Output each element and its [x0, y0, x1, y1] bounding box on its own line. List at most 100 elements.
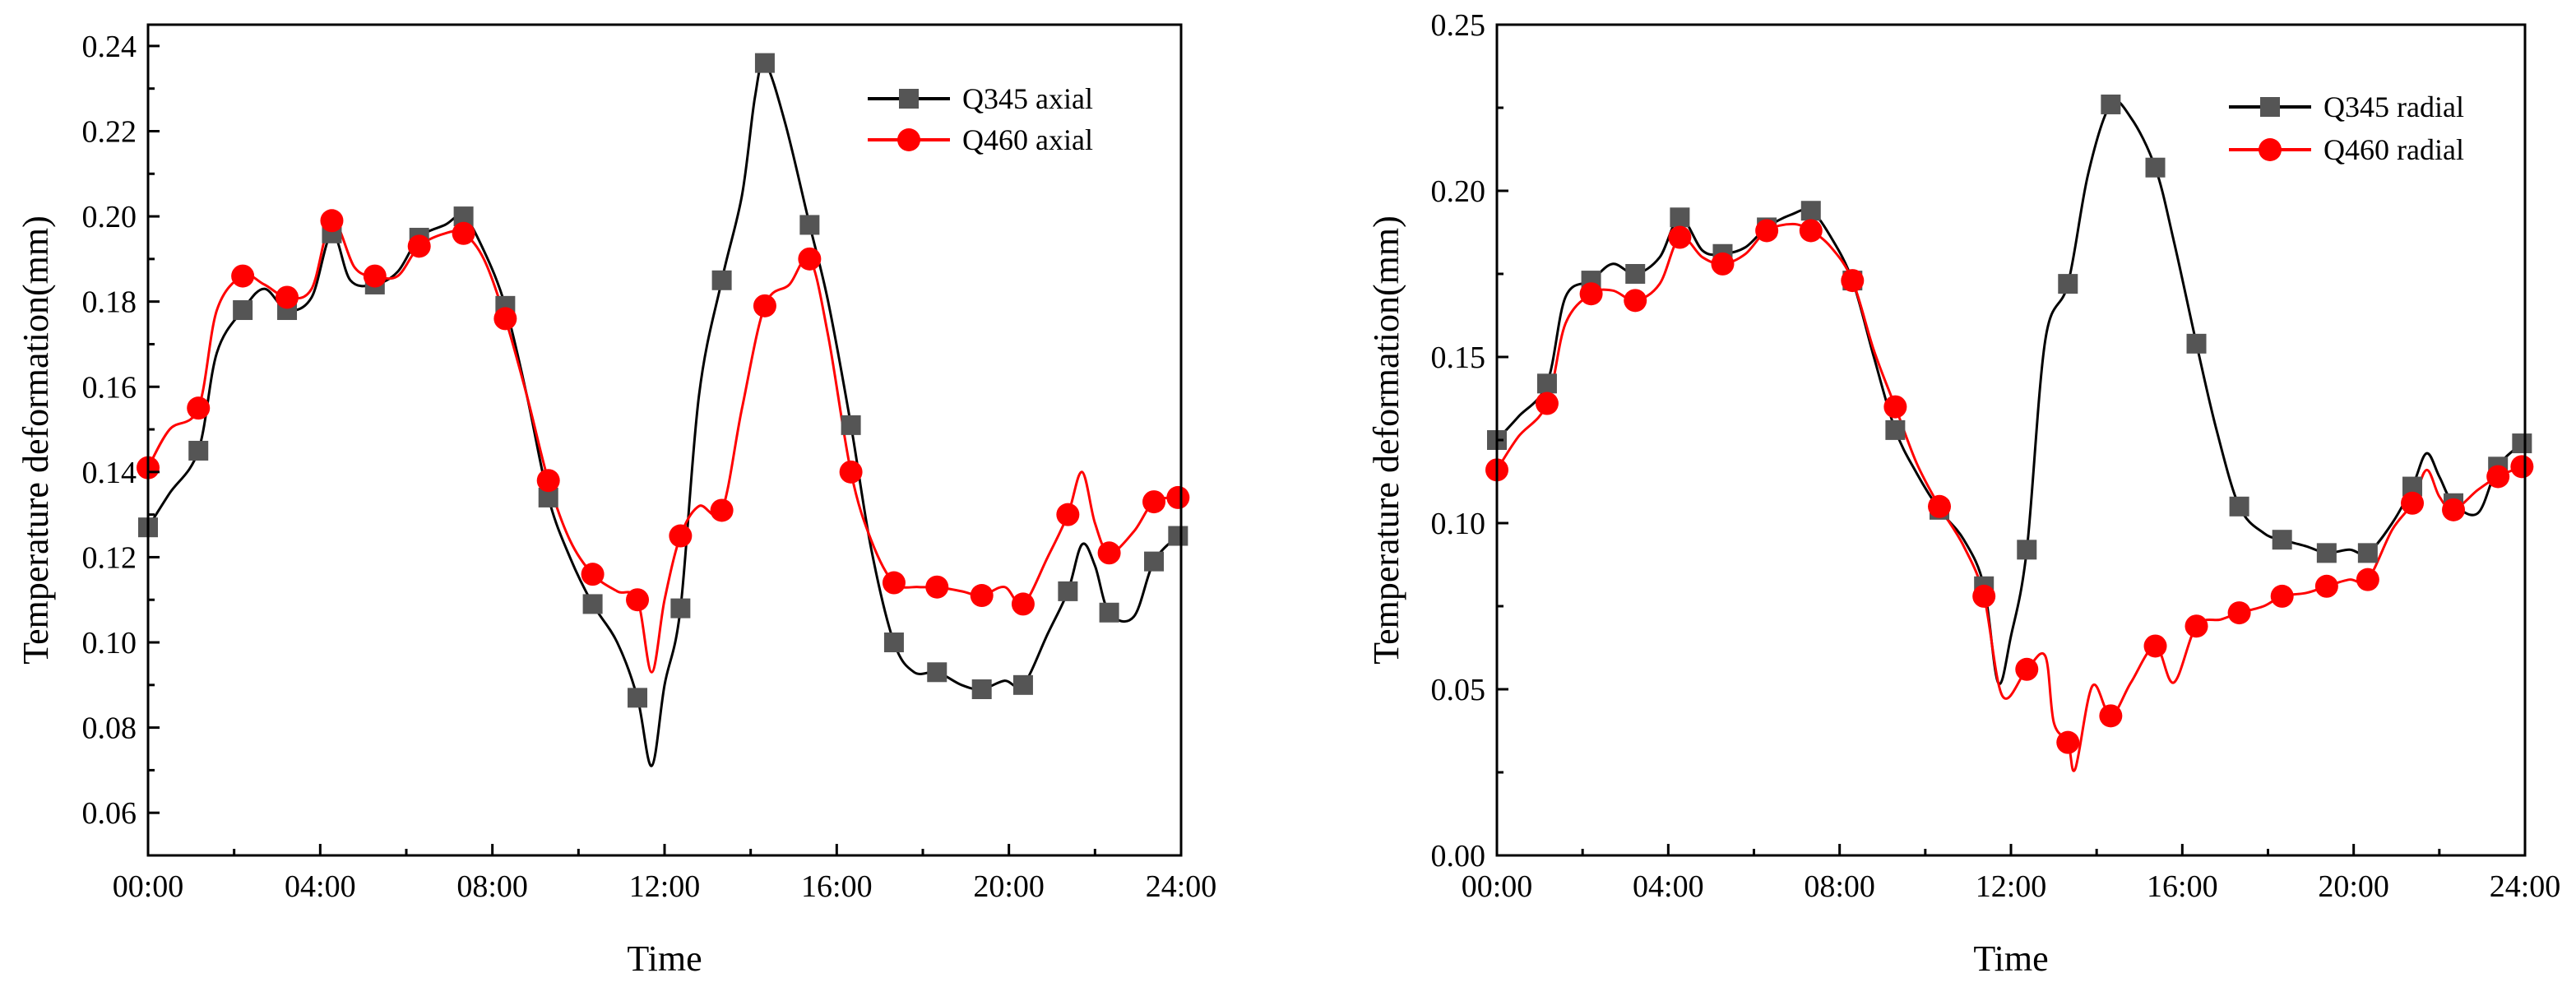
legend-marker-q345-axial	[899, 89, 919, 109]
x-tick-label: 24:00	[1146, 869, 1217, 904]
data-point-q345-axial	[1012, 674, 1033, 695]
data-point-q345-axial	[927, 662, 947, 683]
data-point-q345-radial	[2229, 496, 2249, 517]
legend: Q345 radial Q460 radial	[2229, 90, 2464, 166]
data-point-q460-axial	[669, 524, 693, 548]
data-point-q460-axial	[970, 584, 994, 608]
legend: Q345 axial Q460 axial	[868, 82, 1093, 156]
y-tick-label: 0.20	[82, 200, 137, 234]
data-point-q345-axial	[670, 598, 691, 619]
series-line-q345-radial	[1495, 100, 2523, 686]
data-point-q460-radial	[1841, 269, 1865, 293]
series-line-q345-axial	[146, 61, 1179, 767]
data-point-q345-radial	[2145, 157, 2166, 178]
data-point-q345-radial	[1670, 207, 1690, 228]
data-point-q460-radial	[1972, 584, 1996, 608]
y-tick-label: 0.10	[1431, 507, 1486, 541]
y-tick-label: 0.14	[82, 456, 137, 490]
data-point-q345-radial	[1536, 373, 1557, 394]
data-point-q345-axial	[883, 633, 904, 653]
x-tick-label: 16:00	[801, 869, 873, 904]
x-axis-label: Time	[1973, 938, 2048, 979]
radial-chart: 00:00 04:00 08:00 12:00 16:00 20:00 24:00 0.00…	[1366, 8, 2560, 979]
data-point-q345-axial	[1058, 581, 1078, 601]
data-point-q345-radial	[2357, 543, 2378, 563]
data-point-q460-axial	[320, 209, 344, 233]
data-point-q345-axial	[799, 215, 820, 235]
data-point-q460-radial	[2143, 634, 2167, 658]
data-point-q345-radial	[1625, 264, 1646, 284]
legend-label-q345-axial: Q345 axial	[962, 82, 1093, 115]
y-tick-label: 0.08	[82, 711, 137, 746]
y-tick-label: 0.24	[82, 30, 137, 64]
data-point-q460-radial	[1883, 395, 1907, 419]
data-point-q460-axial	[1011, 592, 1035, 616]
data-point-q345-radial	[2316, 543, 2337, 563]
x-axis-label: Time	[627, 938, 702, 979]
y-axis-label: Temperature deformation(mm)	[1366, 215, 1406, 664]
data-point-q460-axial	[1166, 485, 1190, 509]
data-point-q460-axial	[626, 588, 650, 612]
data-point-q345-axial	[1144, 551, 1165, 572]
x-tick-label: 20:00	[973, 869, 1045, 904]
axial-chart: 00:00 04:00 08:00 12:00 16:00 20:00 24:00 0.06…	[16, 23, 1217, 979]
x-tick-label: 12:00	[629, 869, 701, 904]
data-point-q460-radial	[2270, 584, 2294, 608]
y-tick-label: 0.25	[1431, 8, 1486, 43]
y-tick-label: 0.12	[82, 540, 137, 575]
data-point-q460-radial	[2056, 730, 2080, 754]
data-point-q460-axial	[187, 396, 211, 420]
x-tick-label: 20:00	[2318, 869, 2389, 904]
legend-marker-q460-axial	[897, 128, 920, 151]
y-tick-label: 0.10	[82, 626, 137, 660]
data-point-q345-axial	[233, 300, 253, 321]
data-point-q460-axial	[536, 469, 560, 493]
data-point-q460-axial	[363, 264, 387, 288]
series-line-q460-radial	[1495, 222, 2523, 772]
data-point-q345-axial	[453, 206, 474, 227]
x-tick-label: 24:00	[2490, 869, 2561, 904]
data-point-q345-axial	[628, 688, 648, 708]
data-point-q345-axial	[754, 53, 775, 73]
data-point-q460-axial	[1056, 503, 1080, 526]
data-point-q460-axial	[710, 498, 734, 522]
data-point-q460-radial	[2510, 455, 2534, 479]
data-point-q460-radial	[2401, 491, 2425, 515]
data-point-q460-radial	[1711, 252, 1735, 276]
legend-label-q460-radial: Q460 radial	[2323, 133, 2464, 166]
data-point-q460-radial	[2486, 465, 2510, 489]
y-axis-label: Temperature deformation(mm)	[16, 215, 56, 664]
data-point-q460-axial	[798, 247, 822, 271]
y-tick-label: 0.05	[1431, 673, 1486, 707]
x-tick-label: 00:00	[1462, 869, 1533, 904]
data-point-q345-axial	[188, 440, 209, 461]
data-point-q460-radial	[2442, 498, 2466, 521]
data-point-q460-radial	[1668, 225, 1692, 249]
legend-label-q345-radial: Q345 radial	[2323, 90, 2464, 123]
data-point-q345-axial	[971, 679, 992, 699]
data-point-q460-radial	[1535, 392, 1559, 415]
y-tick-label: 0.16	[82, 370, 137, 405]
data-point-q460-radial	[2185, 614, 2208, 638]
x-tick-label: 16:00	[2147, 869, 2218, 904]
data-point-q460-axial	[925, 575, 949, 599]
data-point-q460-axial	[231, 264, 255, 288]
data-point-q460-axial	[452, 221, 475, 245]
legend-marker-q345-radial	[2260, 97, 2280, 117]
x-tick-label: 08:00	[456, 869, 528, 904]
x-tick-label: 04:00	[285, 869, 356, 904]
legend-label-q460-axial: Q460 axial	[962, 123, 1093, 156]
y-tick-label: 0.20	[1431, 174, 1486, 209]
x-tick-label: 08:00	[1804, 869, 1875, 904]
data-point-q460-axial	[839, 460, 863, 484]
data-point-q345-radial	[2017, 540, 2037, 560]
x-tick-label: 04:00	[1633, 869, 1704, 904]
legend-marker-q460-radial	[2259, 138, 2282, 161]
data-point-q460-radial	[2314, 574, 2338, 598]
data-point-q460-radial	[2015, 657, 2039, 681]
y-tick-label: 0.06	[82, 796, 137, 831]
data-point-q460-axial	[753, 294, 776, 317]
data-point-q460-radial	[1624, 289, 1647, 313]
data-point-q460-axial	[407, 234, 431, 258]
